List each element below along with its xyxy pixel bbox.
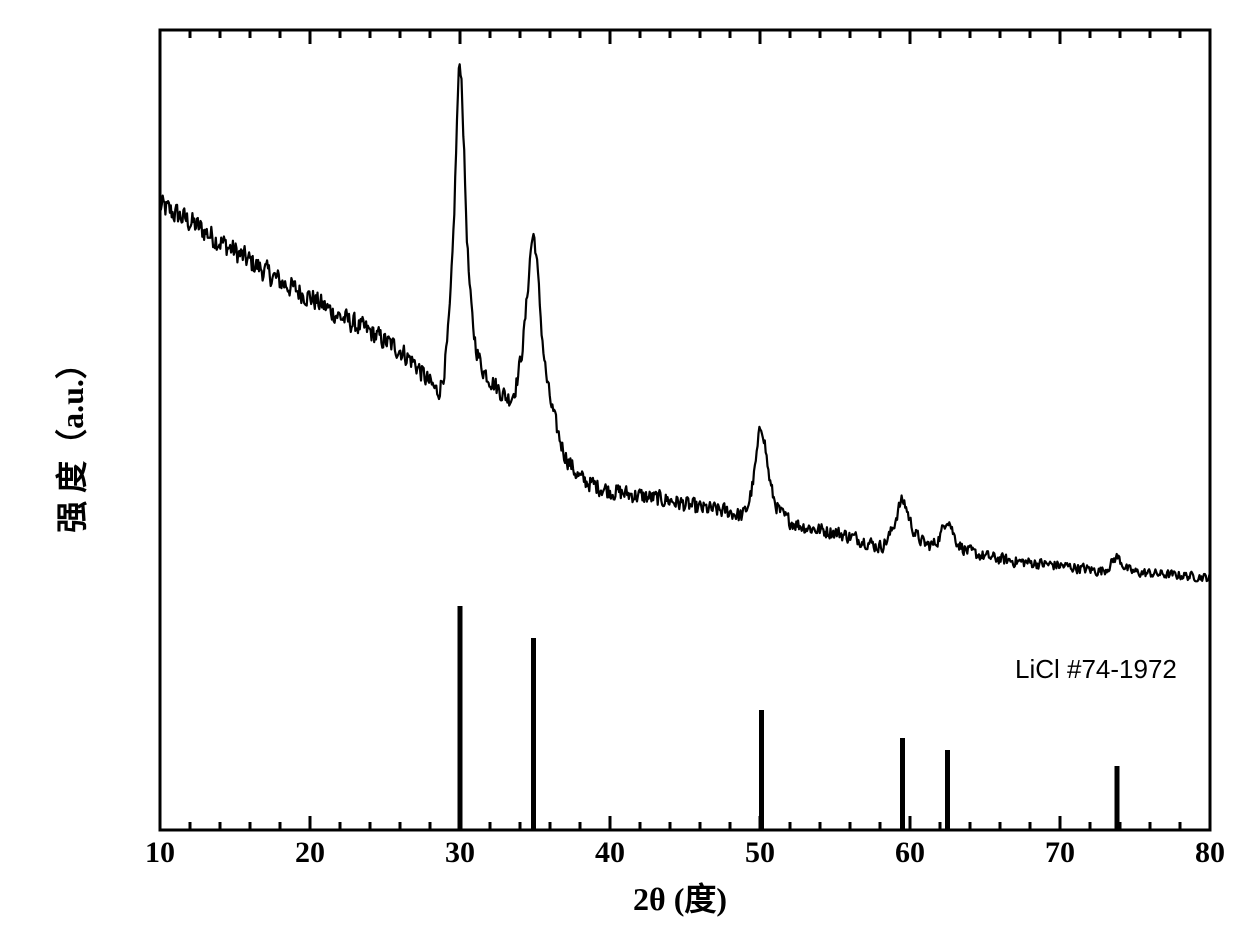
xrd-trace <box>160 64 1209 581</box>
x-tick-label: 40 <box>595 836 625 870</box>
plot-svg: LiCl #74-1972 <box>40 20 1230 890</box>
x-tick-label: 20 <box>295 836 325 870</box>
x-tick-label: 30 <box>445 836 475 870</box>
x-tick-label: 60 <box>895 836 925 870</box>
x-axis-label: 2θ (度) <box>140 874 1220 900</box>
x-tick-label: 70 <box>1045 836 1075 870</box>
x-tick-label: 80 <box>1195 836 1225 870</box>
xrd-figure: 强 度（a.u.） LiCl #74-1972 1020304050607080… <box>40 20 1220 890</box>
x-tick-label: 10 <box>145 836 175 870</box>
reference-label: LiCl #74-1972 <box>1015 654 1177 684</box>
x-tick-label: 50 <box>745 836 775 870</box>
